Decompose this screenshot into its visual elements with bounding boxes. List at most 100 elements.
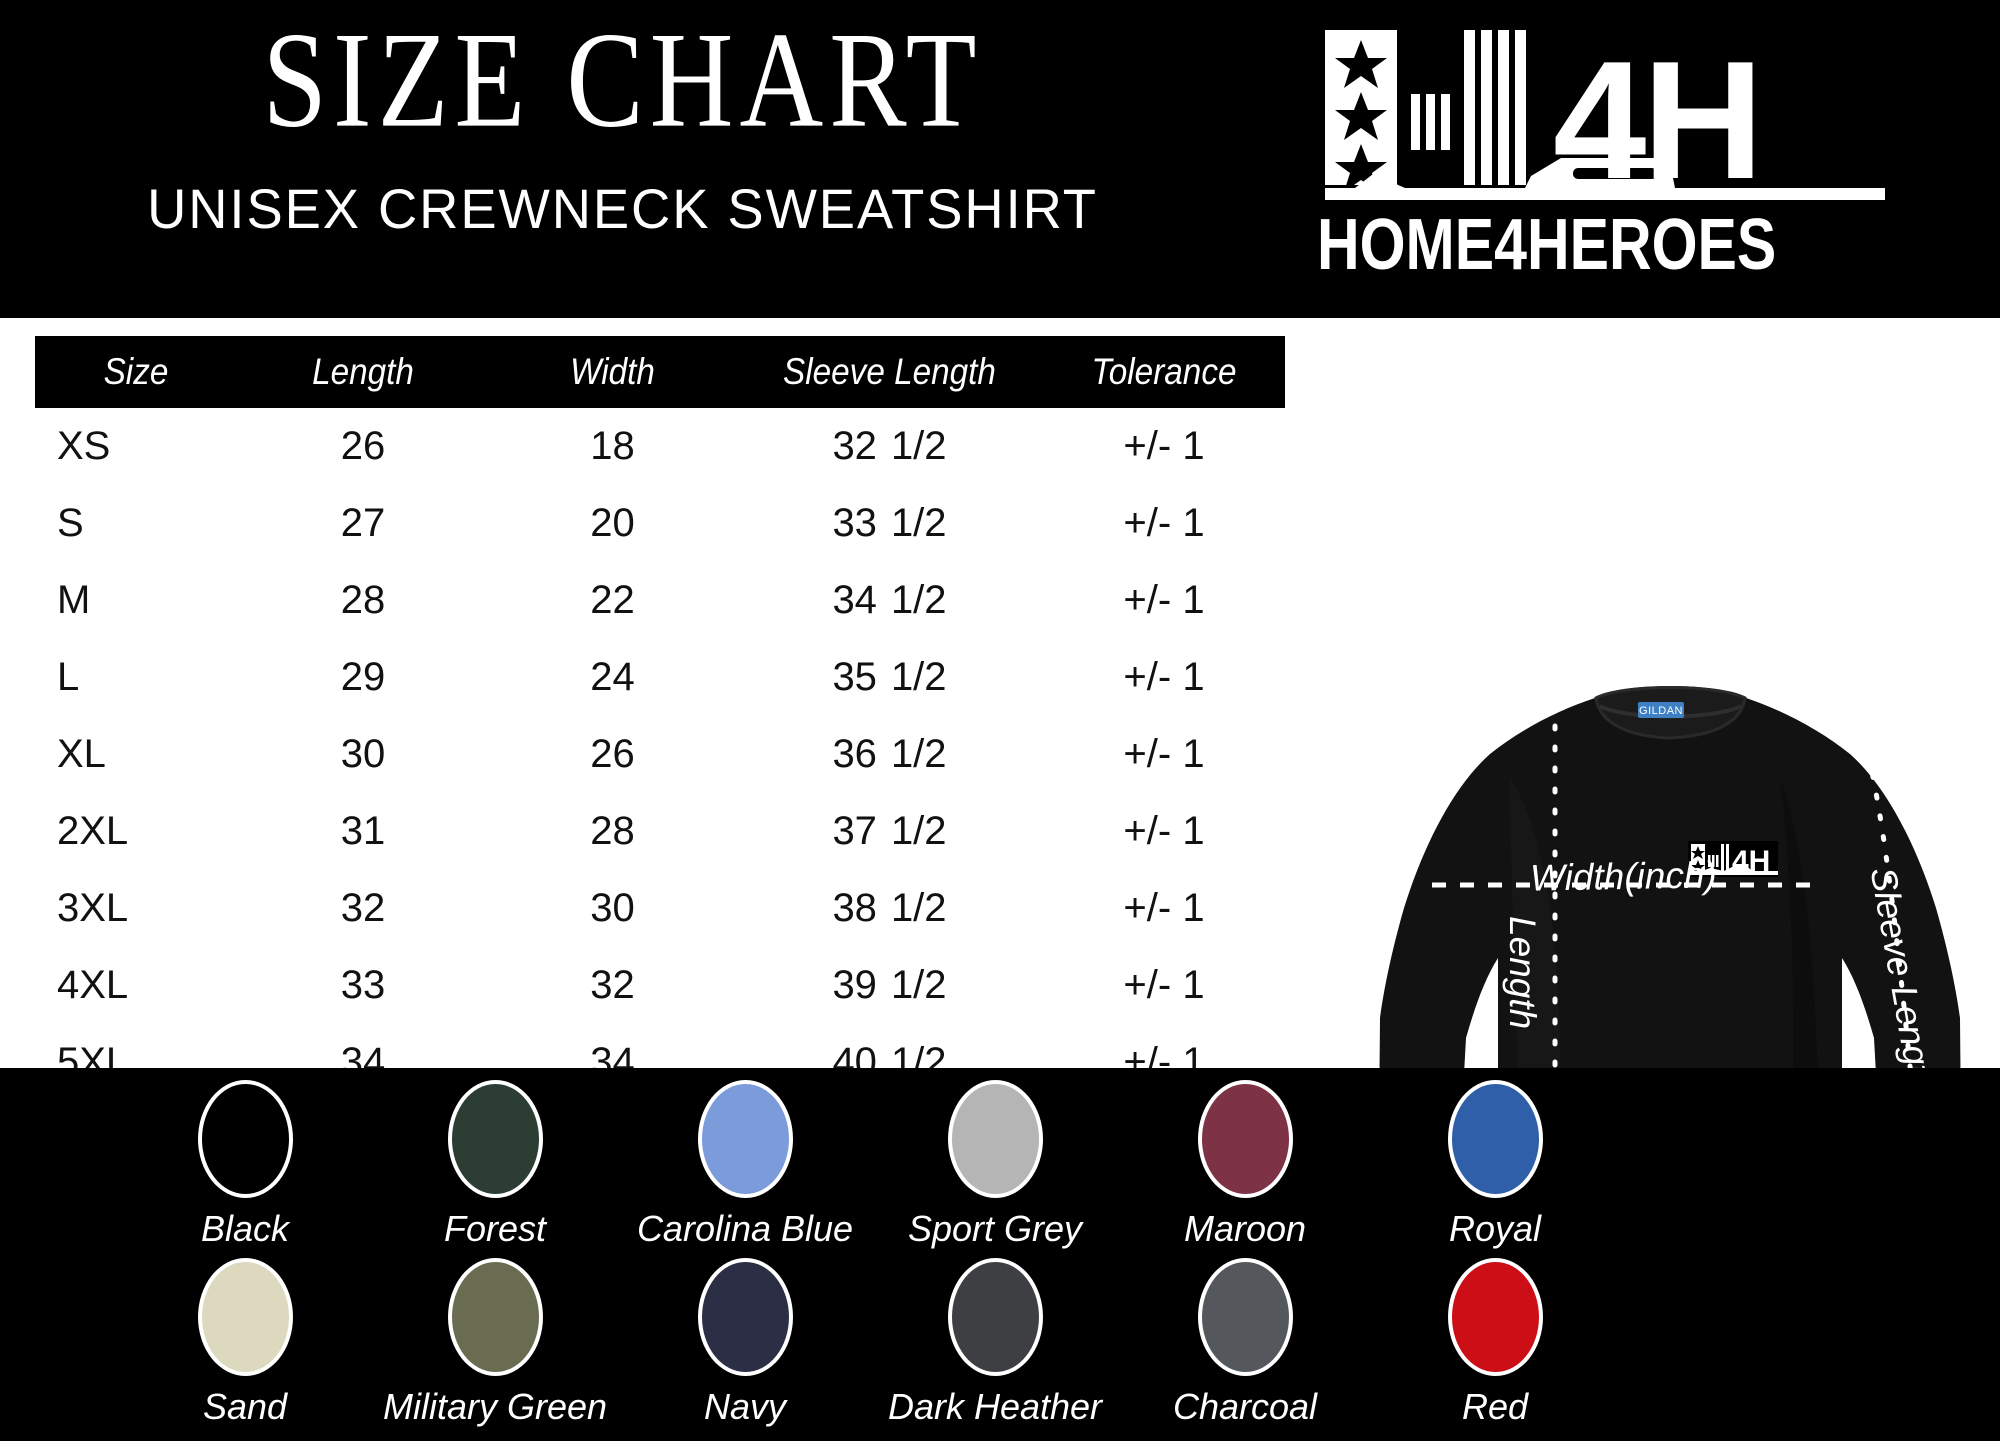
color-name-label: Maroon (1183, 1208, 1307, 1249)
cell-size: 4XL (57, 963, 129, 1007)
sleeve-fraction: 1/2 (890, 501, 947, 545)
color-option[interactable]: Black (120, 1080, 370, 1250)
table-row: 4XL 33 32 39 1/2 +/- 1 (35, 947, 1285, 1024)
table-row: 2XL 31 28 37 1/2 +/- 1 (35, 793, 1285, 870)
cell-length: 32 (340, 886, 386, 930)
color-option[interactable]: Dark Heather (870, 1258, 1120, 1428)
color-swatch[interactable] (697, 1080, 793, 1198)
color-name-label: Charcoal (1172, 1386, 1318, 1427)
color-swatch[interactable] (447, 1258, 543, 1376)
size-table-panel: Size Length Width Sleeve Length Toleranc… (0, 318, 2000, 1351)
cell-width: 22 (590, 578, 635, 622)
color-option[interactable]: Forest (370, 1080, 620, 1250)
cell-size: L (57, 655, 80, 699)
logo-wordmark: HOME4HEROES (1317, 205, 1777, 285)
cell-length: 31 (340, 809, 386, 853)
flag-house-4h-logo-icon: 4H (1325, 18, 1885, 214)
sleeve-whole: 33 (832, 501, 877, 545)
sleeve-fraction: 1/2 (890, 655, 947, 699)
color-name-label: Navy (703, 1386, 787, 1427)
color-option[interactable]: Red (1370, 1258, 1620, 1428)
cell-sleeve-length: 38 1/2 (736, 870, 1043, 947)
cell-width: 20 (590, 501, 635, 545)
color-row-top: Black Forest Carolina Blue Sport Grey Maroon… (0, 1080, 2000, 1250)
cell-size: XS (57, 424, 111, 468)
color-swatch[interactable] (947, 1080, 1043, 1198)
cell-sleeve-length: 33 1/2 (736, 485, 1043, 562)
cell-tolerance: +/- 1 (1123, 732, 1205, 776)
sleeve-fraction: 1/2 (890, 578, 947, 622)
svg-text:GILDAN: GILDAN (1639, 705, 1683, 717)
column-header-sleeve: Sleeve Length (783, 351, 996, 392)
cell-sleeve-length: 37 1/2 (736, 793, 1043, 870)
brand-logo: 4H HOME4HEROES (1317, 18, 1925, 300)
column-header-tolerance: Tolerance (1091, 351, 1237, 392)
color-option[interactable]: Charcoal (1120, 1258, 1370, 1428)
color-option[interactable]: Maroon (1120, 1080, 1370, 1250)
cell-length: 26 (340, 424, 386, 468)
cell-tolerance: +/- 1 (1123, 886, 1205, 930)
color-swatch[interactable] (1447, 1258, 1543, 1376)
color-swatch[interactable] (947, 1258, 1043, 1376)
color-swatch[interactable] (1197, 1258, 1293, 1376)
cell-size: M (57, 578, 91, 622)
sleeve-fraction: 1/2 (890, 886, 947, 930)
color-name-label: Sport Grey (907, 1208, 1083, 1249)
sleeve-whole: 39 (832, 963, 877, 1007)
color-option[interactable]: Sport Grey (870, 1080, 1120, 1250)
cell-size: S (57, 501, 84, 545)
cell-sleeve-length: 34 1/2 (736, 562, 1043, 639)
cell-tolerance: +/- 1 (1123, 501, 1205, 545)
cell-width: 24 (590, 655, 635, 699)
color-swatch[interactable] (1197, 1080, 1293, 1198)
cell-tolerance: +/- 1 (1123, 424, 1205, 468)
page-title: SIZE CHART (262, 5, 983, 157)
cell-sleeve-length: 36 1/2 (736, 716, 1043, 793)
color-option[interactable]: Sand (120, 1258, 370, 1428)
sleeve-whole: 37 (832, 809, 877, 853)
color-swatch[interactable] (447, 1080, 543, 1198)
color-swatch[interactable] (197, 1080, 293, 1198)
cell-tolerance: +/- 1 (1123, 809, 1205, 853)
size-table: Size Length Width Sleeve Length Toleranc… (35, 336, 1285, 1101)
sleeve-whole: 35 (832, 655, 877, 699)
cell-tolerance: +/- 1 (1123, 963, 1205, 1007)
svg-text:4H: 4H (1553, 26, 1760, 208)
column-header-length: Length (312, 351, 414, 392)
color-swatch[interactable] (1447, 1080, 1543, 1198)
cell-width: 26 (590, 732, 635, 776)
sleeve-whole: 36 (832, 732, 877, 776)
cell-sleeve-length: 35 1/2 (736, 639, 1043, 716)
color-swatch[interactable] (697, 1258, 793, 1376)
color-name-label: Royal (1448, 1208, 1542, 1249)
color-option[interactable]: Military Green (370, 1258, 620, 1428)
table-row: XL 30 26 36 1/2 +/- 1 (35, 716, 1285, 793)
table-row: 3XL 32 30 38 1/2 +/- 1 (35, 870, 1285, 947)
page-subtitle: UNISEX CREWNECK SWEATSHIRT (147, 176, 1098, 240)
color-name-label: Military Green (382, 1386, 608, 1427)
cell-tolerance: +/- 1 (1123, 578, 1205, 622)
color-name-label: Sand (202, 1386, 288, 1427)
column-header-width: Width (570, 351, 655, 392)
color-swatch[interactable] (197, 1258, 293, 1376)
color-name-label: Black (200, 1208, 290, 1249)
size-table-head: Size Length Width Sleeve Length Toleranc… (35, 336, 1285, 408)
table-row: L 29 24 35 1/2 +/- 1 (35, 639, 1285, 716)
color-row-bottom: Sand Military Green Navy Dark Heather Charco… (0, 1258, 2000, 1428)
cell-length: 30 (340, 732, 386, 776)
color-name-label: Forest (443, 1208, 547, 1249)
table-header-row: Size Length Width Sleeve Length Toleranc… (35, 336, 1285, 408)
svg-text:4H: 4H (1732, 845, 1770, 877)
cell-size: XL (57, 732, 106, 776)
cell-width: 32 (590, 963, 635, 1007)
cell-tolerance: +/- 1 (1123, 655, 1205, 699)
measurement-label-width: Width(inch) (1529, 854, 1718, 899)
sleeve-whole: 34 (832, 578, 877, 622)
header-banner: SIZE CHART UNISEX CREWNECK SWEATSHIRT (0, 0, 2000, 318)
chest-logo-icon: 4H (1688, 841, 1778, 878)
cell-size: 3XL (57, 886, 129, 930)
color-name-label: Dark Heather (887, 1386, 1103, 1427)
color-option[interactable]: Navy (620, 1258, 870, 1428)
color-option[interactable]: Carolina Blue (620, 1080, 870, 1250)
color-option[interactable]: Royal (1370, 1080, 1620, 1250)
